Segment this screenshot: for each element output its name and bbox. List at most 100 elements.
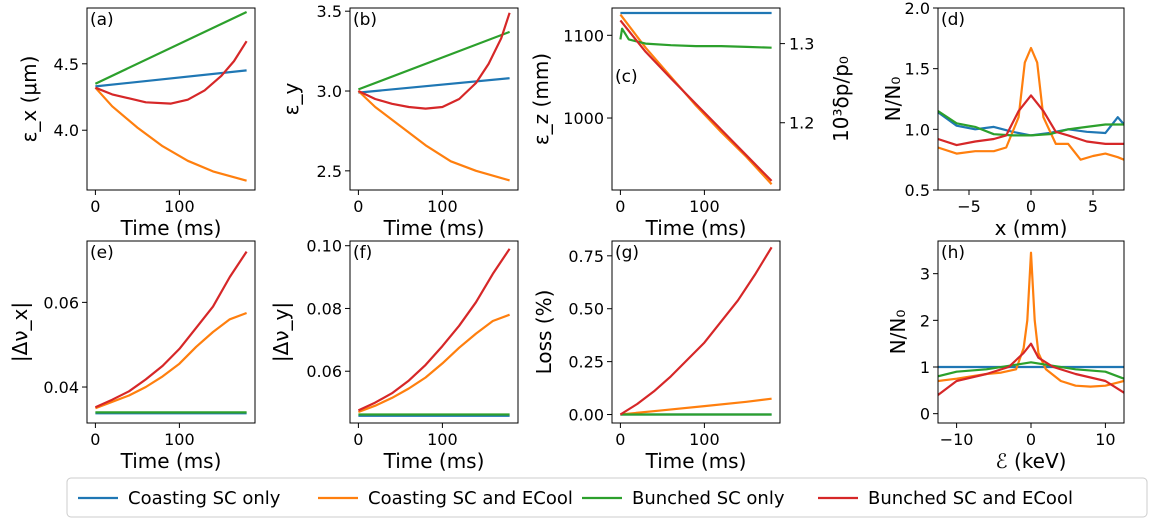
y-tick-label: 3 xyxy=(920,265,930,284)
axes-frame-g xyxy=(611,240,781,424)
x-axis-label: Time (ms) xyxy=(383,216,485,240)
axes-frame-c xyxy=(611,7,781,191)
y-tick-label: 0.06 xyxy=(306,362,342,381)
x-tick-label: 5 xyxy=(1088,197,1098,216)
legend-entry: Coasting SC and ECool xyxy=(368,488,573,509)
panel-c: 0 100 1000 1100 1.2 1.3 10³δp/p₀ Time (ms) ε_z (… xyxy=(529,7,853,240)
series-line-a-2 xyxy=(94,86,247,182)
panel-label: (g) xyxy=(615,243,639,263)
legend-entry: Bunched SC only xyxy=(632,488,785,509)
series-line-d-3 xyxy=(938,110,1124,137)
axes-frame-a xyxy=(86,7,256,191)
series-line-g-2 xyxy=(620,397,772,416)
series-line-h-4 xyxy=(938,342,1124,396)
series-line-d-2 xyxy=(938,46,1124,161)
y-tick-label: 0 xyxy=(920,405,930,424)
series-line-b-2 xyxy=(357,90,510,182)
y-axis-label: N/N₀ xyxy=(886,310,910,355)
x-tick-label: 100 xyxy=(689,197,720,216)
y-tick-label: 0.50 xyxy=(568,300,604,319)
y-tick-label: 0.5 xyxy=(905,181,930,200)
y-axis-label: |Δν_x| xyxy=(8,302,32,362)
panel-label: (a) xyxy=(90,10,114,30)
legend-entry: Coasting SC only xyxy=(128,488,281,509)
x-tick-label: 0 xyxy=(90,430,100,449)
panel-b: 0 100 2.5 3.0 3.5 Time (ms) ε_y (b) xyxy=(279,2,519,240)
axes-frame-f xyxy=(349,240,519,424)
panel-d: −5 0 5 0.5 1.0 1.5 2.0 x (mm) N/N₀ (d) xyxy=(881,0,1125,240)
x-tick-label: 0 xyxy=(353,197,363,216)
y-tick-label: 0.25 xyxy=(568,353,604,372)
y-tick-label: 0.75 xyxy=(568,247,604,266)
panel-label: (c) xyxy=(615,67,638,87)
y-tick-label: 3.5 xyxy=(317,2,342,21)
y-tick-label: 4.0 xyxy=(54,121,79,140)
y-tick-label: 1.0 xyxy=(905,120,930,139)
x-tick-label: 0 xyxy=(353,430,363,449)
x-tick-label: 100 xyxy=(689,430,720,449)
x-tick-label: 100 xyxy=(427,430,458,449)
y-tick-label: 1.5 xyxy=(905,60,930,79)
x-tick-label: 100 xyxy=(427,197,458,216)
panel-a: 0 100 4.0 4.5 Time (ms) ε_x (μm) (a) xyxy=(17,7,256,240)
series-line-f-4 xyxy=(357,248,511,412)
panel-label: (d) xyxy=(941,10,965,30)
x-axis-label: Time (ms) xyxy=(383,449,485,473)
x-tick-label: 0 xyxy=(615,197,625,216)
panel-f: 0 100 0.06 0.08 0.10 Time (ms) |Δν_y| (f) xyxy=(269,237,519,473)
y-tick-label: 0.00 xyxy=(568,406,604,425)
legend: Coasting SC only Coasting SC and ECool Bun… xyxy=(66,477,1148,518)
y-right-tick-label: 1.3 xyxy=(789,35,814,54)
x-axis-label: Time (ms) xyxy=(120,449,222,473)
y-right-tick-label: 1.2 xyxy=(789,114,814,133)
x-tick-label: 100 xyxy=(164,197,195,216)
y-tick-label: 0.04 xyxy=(43,378,79,397)
series-line-e-4 xyxy=(94,250,248,409)
y-axis-label: ε_y xyxy=(279,83,303,116)
y-tick-label: 1100 xyxy=(563,26,604,45)
y-axis-label: ε_x (μm) xyxy=(17,56,41,143)
x-tick-label: 0 xyxy=(1026,197,1036,216)
series-line-c-3 xyxy=(619,27,772,49)
y-axis-label: Loss (%) xyxy=(532,290,556,375)
y-tick-label: 1000 xyxy=(563,109,604,128)
series-line-h-3 xyxy=(938,361,1124,380)
axes-frame-b xyxy=(349,7,519,191)
x-tick-label: 10 xyxy=(1095,430,1115,449)
series-line-c-4 xyxy=(619,19,773,182)
series-line-d-1 xyxy=(938,111,1124,137)
y-tick-label: 0.06 xyxy=(43,293,79,312)
x-axis-label: Time (ms) xyxy=(120,216,222,240)
x-axis-label: Time (ms) xyxy=(645,216,747,240)
axes-frame-d xyxy=(937,7,1125,191)
panel-h: −10 0 10 0 1 2 3 ℰ (keV) N/N₀ (h) xyxy=(886,240,1125,473)
y-tick-label: 3.0 xyxy=(317,82,342,101)
panel-e: 0 100 0.04 0.06 Time (ms) |Δν_x| (e) xyxy=(8,240,256,473)
y-tick-label: 2.0 xyxy=(905,0,930,18)
x-tick-label: 0 xyxy=(615,430,625,449)
legend-entry: Bunched SC and ECool xyxy=(868,488,1073,509)
series-line-b-1 xyxy=(358,77,510,94)
x-tick-label: −5 xyxy=(957,197,981,216)
y-axis-label: ε_z (mm) xyxy=(529,53,553,145)
panel-label: (f) xyxy=(353,243,372,263)
axes-frame-e xyxy=(86,240,256,424)
series-line-b-4 xyxy=(357,12,511,110)
y-tick-label: 2 xyxy=(920,311,930,330)
series-line-a-3 xyxy=(94,11,248,85)
panel-g: 0 100 0.00 0.25 0.50 0.75 Time (ms) Loss (%) (g) xyxy=(532,240,781,473)
x-tick-label: 0 xyxy=(1026,430,1036,449)
series-line-c-2 xyxy=(619,13,773,185)
panel-label: (b) xyxy=(353,10,377,30)
series-line-b-3 xyxy=(358,30,510,91)
x-axis-label: x (mm) xyxy=(995,216,1068,240)
y-tick-label: 4.5 xyxy=(54,55,79,74)
series-line-a-4 xyxy=(94,40,248,105)
y-tick-label: 2.5 xyxy=(317,162,342,181)
y-right-axis-label: 10³δp/p₀ xyxy=(829,56,853,142)
y-tick-label: 0.08 xyxy=(306,299,342,318)
panel-label: (h) xyxy=(941,243,965,263)
y-tick-label: 0.10 xyxy=(306,237,342,256)
series-line-d-4 xyxy=(938,94,1124,147)
